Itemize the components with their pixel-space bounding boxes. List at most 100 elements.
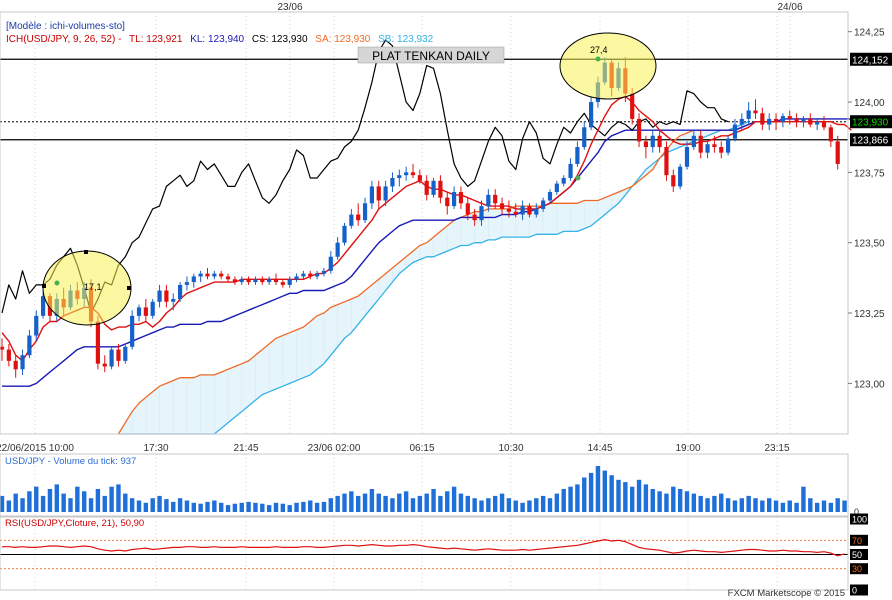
candle-body bbox=[472, 214, 477, 221]
volume-bar bbox=[82, 491, 87, 512]
volume-bar bbox=[123, 493, 128, 512]
time-tick-label: 23:15 bbox=[764, 443, 789, 454]
time-tick-label: 17:30 bbox=[143, 443, 168, 454]
candle-body bbox=[13, 360, 18, 370]
volume-bar bbox=[6, 500, 12, 512]
volume-bar bbox=[287, 505, 292, 512]
candle-body bbox=[253, 279, 258, 283]
volume-bar bbox=[698, 495, 703, 512]
candle-body bbox=[794, 118, 799, 122]
volume-bar bbox=[801, 486, 806, 512]
candle-body bbox=[280, 282, 285, 285]
volume-bar bbox=[150, 498, 155, 512]
volume-bar bbox=[732, 500, 738, 512]
volume-bar bbox=[643, 484, 649, 512]
legend-kl: KL: 123,940 bbox=[190, 34, 244, 45]
candle-body bbox=[575, 147, 580, 164]
candle-body bbox=[582, 127, 587, 148]
volume-bar bbox=[191, 502, 196, 512]
candle-body bbox=[404, 172, 409, 176]
candle-body bbox=[554, 183, 559, 193]
chikou-marker bbox=[84, 250, 88, 254]
candle-body bbox=[273, 279, 279, 283]
volume-bar bbox=[712, 495, 717, 512]
candle-body bbox=[260, 279, 265, 283]
volume-bar bbox=[493, 495, 498, 512]
volume-bar bbox=[677, 489, 683, 512]
volume-bar bbox=[753, 498, 758, 512]
volume-bar bbox=[582, 477, 587, 512]
price-level-label: 124,152 bbox=[852, 55, 889, 66]
volume-bar bbox=[212, 500, 217, 512]
candle-body bbox=[780, 116, 785, 122]
price-tick-label: 124,25 bbox=[854, 28, 885, 39]
volume-bar bbox=[568, 486, 573, 512]
volume-bar bbox=[479, 500, 484, 512]
candle-body bbox=[657, 135, 662, 148]
candle-body bbox=[356, 214, 361, 221]
candle-body bbox=[205, 273, 210, 277]
rsi-tick-label: 50 bbox=[852, 550, 862, 560]
candle-body bbox=[150, 301, 155, 316]
candle-body bbox=[760, 113, 765, 125]
candle-body bbox=[493, 194, 498, 204]
volume-bar bbox=[143, 502, 149, 512]
volume-bar bbox=[671, 486, 676, 512]
price-level-label: 123,930 bbox=[852, 118, 889, 129]
volume-bar bbox=[472, 498, 477, 512]
volume-bar bbox=[116, 484, 121, 512]
volume-bar bbox=[356, 495, 361, 512]
volume-bar bbox=[376, 493, 381, 512]
candle-body bbox=[691, 135, 696, 148]
legend: [Modèle : ichi-volumes-sto] ICH(USD/JPY,… bbox=[6, 21, 434, 45]
candle-body bbox=[232, 279, 237, 283]
candle-body bbox=[102, 363, 107, 367]
time-tick-label: 10:30 bbox=[498, 443, 523, 454]
candle-body bbox=[0, 346, 5, 350]
candle-body bbox=[315, 273, 320, 277]
candle-body bbox=[541, 200, 546, 209]
candle-body bbox=[383, 186, 388, 201]
rsi-tick-marker bbox=[850, 549, 868, 560]
volume-bar bbox=[34, 486, 39, 512]
volume-bar bbox=[746, 495, 751, 512]
volume-bar bbox=[266, 505, 272, 512]
candle-body bbox=[650, 135, 655, 148]
volume-bar bbox=[561, 489, 566, 512]
volume-bar bbox=[486, 498, 491, 512]
candle-body bbox=[27, 335, 32, 356]
rsi-tick-label: 70 bbox=[852, 536, 862, 546]
candle-body bbox=[671, 175, 676, 187]
volume-bar bbox=[54, 484, 59, 512]
volume-bar bbox=[61, 493, 66, 512]
time-tick-label: 19:00 bbox=[675, 443, 700, 454]
rsi-tick-label: 100 bbox=[852, 515, 867, 525]
volume-bar bbox=[424, 493, 429, 512]
candle-body bbox=[486, 194, 491, 207]
volume-bar bbox=[445, 491, 450, 512]
volume-bar bbox=[95, 489, 101, 512]
candle-body bbox=[506, 208, 511, 212]
candle-body bbox=[239, 279, 244, 283]
candle-body bbox=[342, 225, 347, 243]
candle-body bbox=[684, 147, 690, 167]
volume-bar bbox=[684, 491, 690, 512]
price-tick-label: 123,50 bbox=[854, 239, 885, 250]
chikou-marker bbox=[127, 286, 131, 290]
volume-bar bbox=[47, 489, 53, 512]
volume-bar bbox=[719, 493, 724, 512]
volume-bar bbox=[465, 495, 470, 512]
chikou-marker bbox=[42, 284, 46, 288]
candle-body bbox=[410, 172, 416, 176]
candle-body bbox=[732, 124, 738, 139]
candle-body bbox=[753, 110, 758, 114]
candle-body bbox=[6, 349, 11, 361]
candle-body bbox=[294, 276, 299, 280]
volume-bar bbox=[0, 495, 5, 512]
volume-bar bbox=[417, 495, 423, 512]
price-tick-label: 123,75 bbox=[854, 168, 885, 179]
price-panel-frame bbox=[0, 11, 849, 435]
candle-body bbox=[109, 349, 114, 367]
volume-bar bbox=[630, 486, 635, 512]
time-tick-label: 21:45 bbox=[233, 443, 258, 454]
